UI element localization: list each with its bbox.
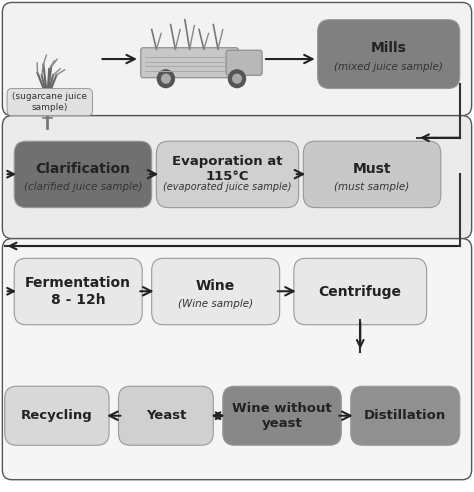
Circle shape: [157, 70, 174, 88]
FancyBboxPatch shape: [294, 258, 427, 325]
FancyBboxPatch shape: [14, 141, 152, 208]
FancyBboxPatch shape: [2, 239, 472, 480]
Text: Evaporation at
115°C: Evaporation at 115°C: [172, 155, 283, 183]
FancyBboxPatch shape: [2, 116, 472, 239]
FancyBboxPatch shape: [226, 50, 262, 75]
Text: (clarified juice sample): (clarified juice sample): [24, 182, 142, 192]
Text: Yeast: Yeast: [146, 409, 186, 422]
FancyBboxPatch shape: [152, 258, 280, 325]
Text: Centrifuge: Centrifuge: [319, 284, 402, 299]
Text: (evaporated juice sample): (evaporated juice sample): [163, 182, 292, 192]
Text: Must: Must: [353, 162, 392, 176]
FancyBboxPatch shape: [303, 141, 441, 208]
FancyBboxPatch shape: [351, 386, 460, 445]
Circle shape: [228, 70, 246, 88]
Text: (Wine sample): (Wine sample): [178, 299, 253, 309]
Text: (sugarcane juice
sample): (sugarcane juice sample): [12, 92, 87, 112]
Text: (mixed juice sample): (mixed juice sample): [334, 62, 443, 72]
FancyBboxPatch shape: [118, 386, 213, 445]
Text: (must sample): (must sample): [335, 182, 410, 192]
FancyBboxPatch shape: [318, 20, 460, 89]
Text: Distillation: Distillation: [364, 409, 447, 422]
FancyBboxPatch shape: [7, 89, 92, 116]
Text: Wine: Wine: [196, 279, 235, 293]
FancyBboxPatch shape: [5, 386, 109, 445]
FancyBboxPatch shape: [223, 386, 341, 445]
Text: Wine without
yeast: Wine without yeast: [232, 402, 332, 430]
FancyBboxPatch shape: [156, 141, 299, 208]
Text: Clarification: Clarification: [36, 162, 130, 176]
FancyBboxPatch shape: [141, 48, 238, 78]
FancyBboxPatch shape: [14, 258, 142, 325]
Text: Mills: Mills: [371, 41, 407, 55]
FancyBboxPatch shape: [2, 2, 472, 116]
Text: Fermentation
8 - 12h: Fermentation 8 - 12h: [25, 277, 131, 307]
Text: Recycling: Recycling: [21, 409, 93, 422]
Circle shape: [162, 74, 170, 83]
Circle shape: [233, 74, 241, 83]
